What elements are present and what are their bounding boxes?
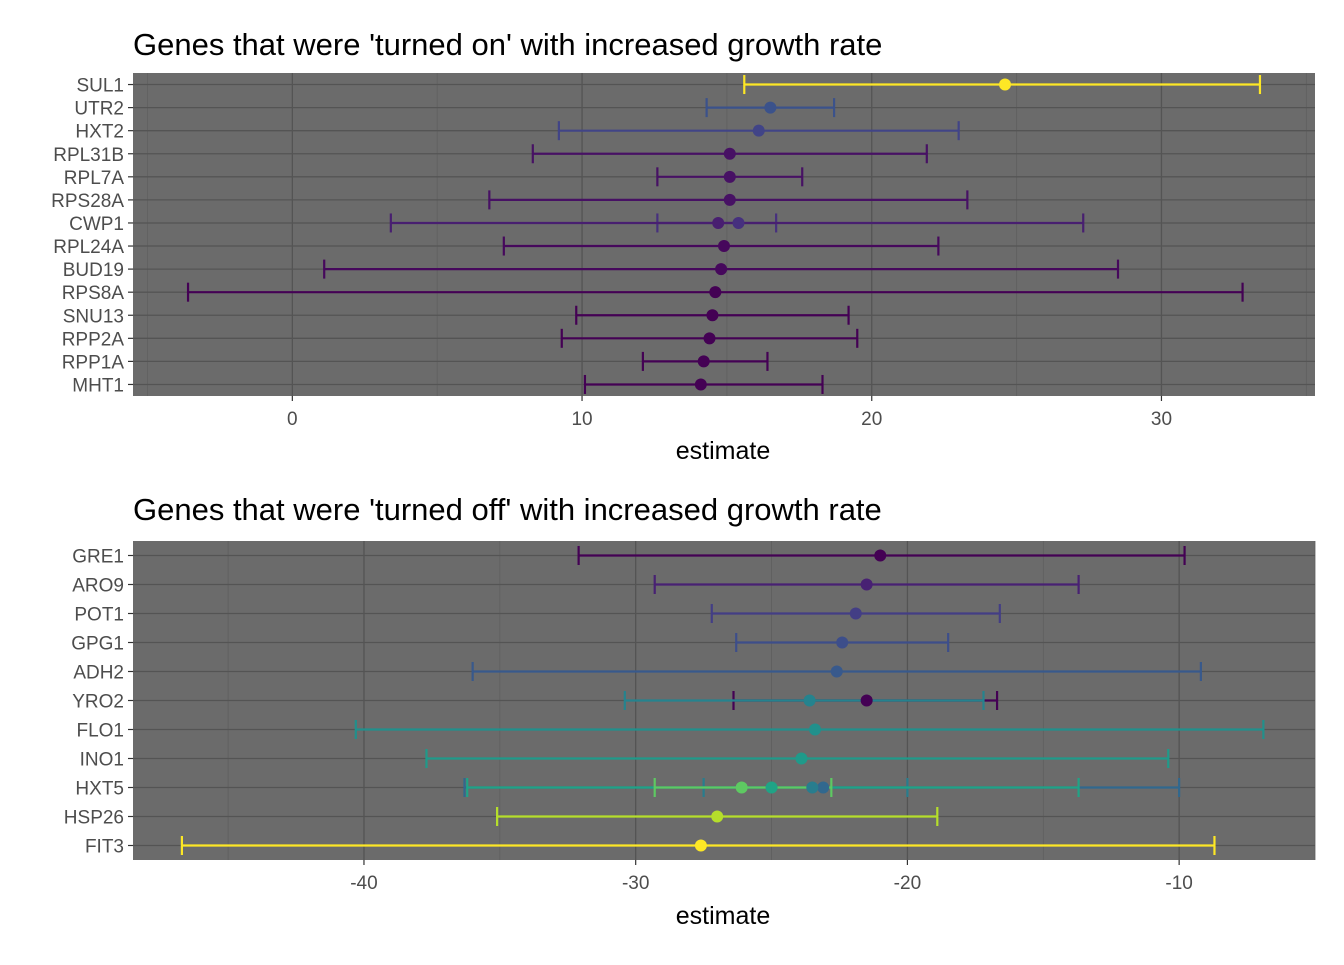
point-bud19 [715,263,728,276]
y-tick-label: RPS8A [62,283,125,304]
point-rpl7a [723,170,736,183]
point-rpp2a [703,332,716,345]
plot-area: 0 10 20 30 SUL1UTR2HXT2RPL31BRPL7ARPS28ACWP1… [51,73,1315,430]
panel-background [133,73,1315,396]
point-cwp1 [732,216,745,229]
point-adh2 [830,665,843,678]
point-ino1 [795,752,808,765]
y-tick-label: HXT5 [75,779,124,800]
point-cwp1 [712,216,725,229]
y-tick-label: RPL7A [64,168,125,189]
point-sul1 [999,78,1012,91]
y-tick-label: UTR2 [74,99,124,120]
panel-title: Genes that were 'turned off' with increa… [133,492,882,527]
y-tick-label: GPG1 [71,634,124,655]
x-tick-label: 0 [287,409,298,430]
y-tick-label: HXT2 [75,122,124,143]
panel-turned-on: 0 10 20 30 SUL1UTR2HXT2RPL31BRPL7ARPS28ACWP1… [51,27,1315,465]
y-tick-label: ARO9 [72,576,124,597]
y-tick-label: SUL1 [76,76,124,97]
point-snu13 [706,309,719,322]
panel-title: Genes that were 'turned on' with increas… [133,27,882,62]
x-axis-label: estimate [676,902,770,930]
y-tick-label: CWP1 [69,214,124,235]
point-yro2 [803,694,816,707]
y-tick-label: RPP1A [62,352,125,373]
y-tick-label: BUD19 [63,260,124,281]
point-utr2 [764,101,777,114]
x-tick-label: 20 [861,409,882,430]
point-hxt2 [752,124,765,137]
point-pot1 [849,607,862,620]
y-tick-label: FIT3 [85,837,124,858]
point-rps8a [709,286,722,299]
y-tick-label: INO1 [80,750,124,771]
x-tick-label: 30 [1151,409,1172,430]
point-gpg1 [836,636,849,649]
point-rpp1a [697,355,710,368]
panel-turned-off: -40 -30 -20 -10 GRE1 ARO9 POT1 GPG1 ADH2 YRO2 FLO1… [64,492,1316,930]
point-rps28a [723,193,736,206]
point-gre1 [874,549,887,562]
point-hxt5 [765,781,778,794]
y-tick-label: RPS28A [51,191,124,212]
x-tick-label: 10 [571,409,592,430]
point-yro2 [860,694,873,707]
y-tick-label: RPL24A [53,237,124,258]
x-axis-label: estimate [676,437,770,465]
y-tick-label: HSP26 [64,808,124,829]
point-flo1 [809,723,822,736]
point-fit3 [694,839,707,852]
y-tick-label: YRO2 [72,692,124,713]
x-tick-label: -20 [894,873,921,894]
x-tick-label: -40 [350,873,377,894]
y-tick-label: RPL31B [53,145,124,166]
x-tick-label: -30 [622,873,649,894]
y-tick-label: MHT1 [72,375,124,396]
y-tick-label: RPP2A [62,329,125,350]
plot-area: -40 -30 -20 -10 GRE1 ARO9 POT1 GPG1 ADH2 YRO2 FLO1… [64,541,1316,894]
point-mht1 [694,378,707,391]
y-tick-label: SNU13 [63,306,124,327]
y-tick-label: POT1 [74,605,124,626]
y-tick-label: GRE1 [72,547,124,568]
y-tick-label: FLO1 [76,721,124,742]
x-tick-label: -10 [1165,873,1192,894]
point-rpl24a [718,240,730,253]
point-aro9 [860,578,873,591]
point-hxt5 [817,781,830,794]
point-rpl31b [723,147,736,160]
point-hxt5 [806,781,819,794]
point-hsp26 [711,810,724,823]
y-tick-label: ADH2 [73,663,124,684]
point-hxt5 [735,781,748,794]
